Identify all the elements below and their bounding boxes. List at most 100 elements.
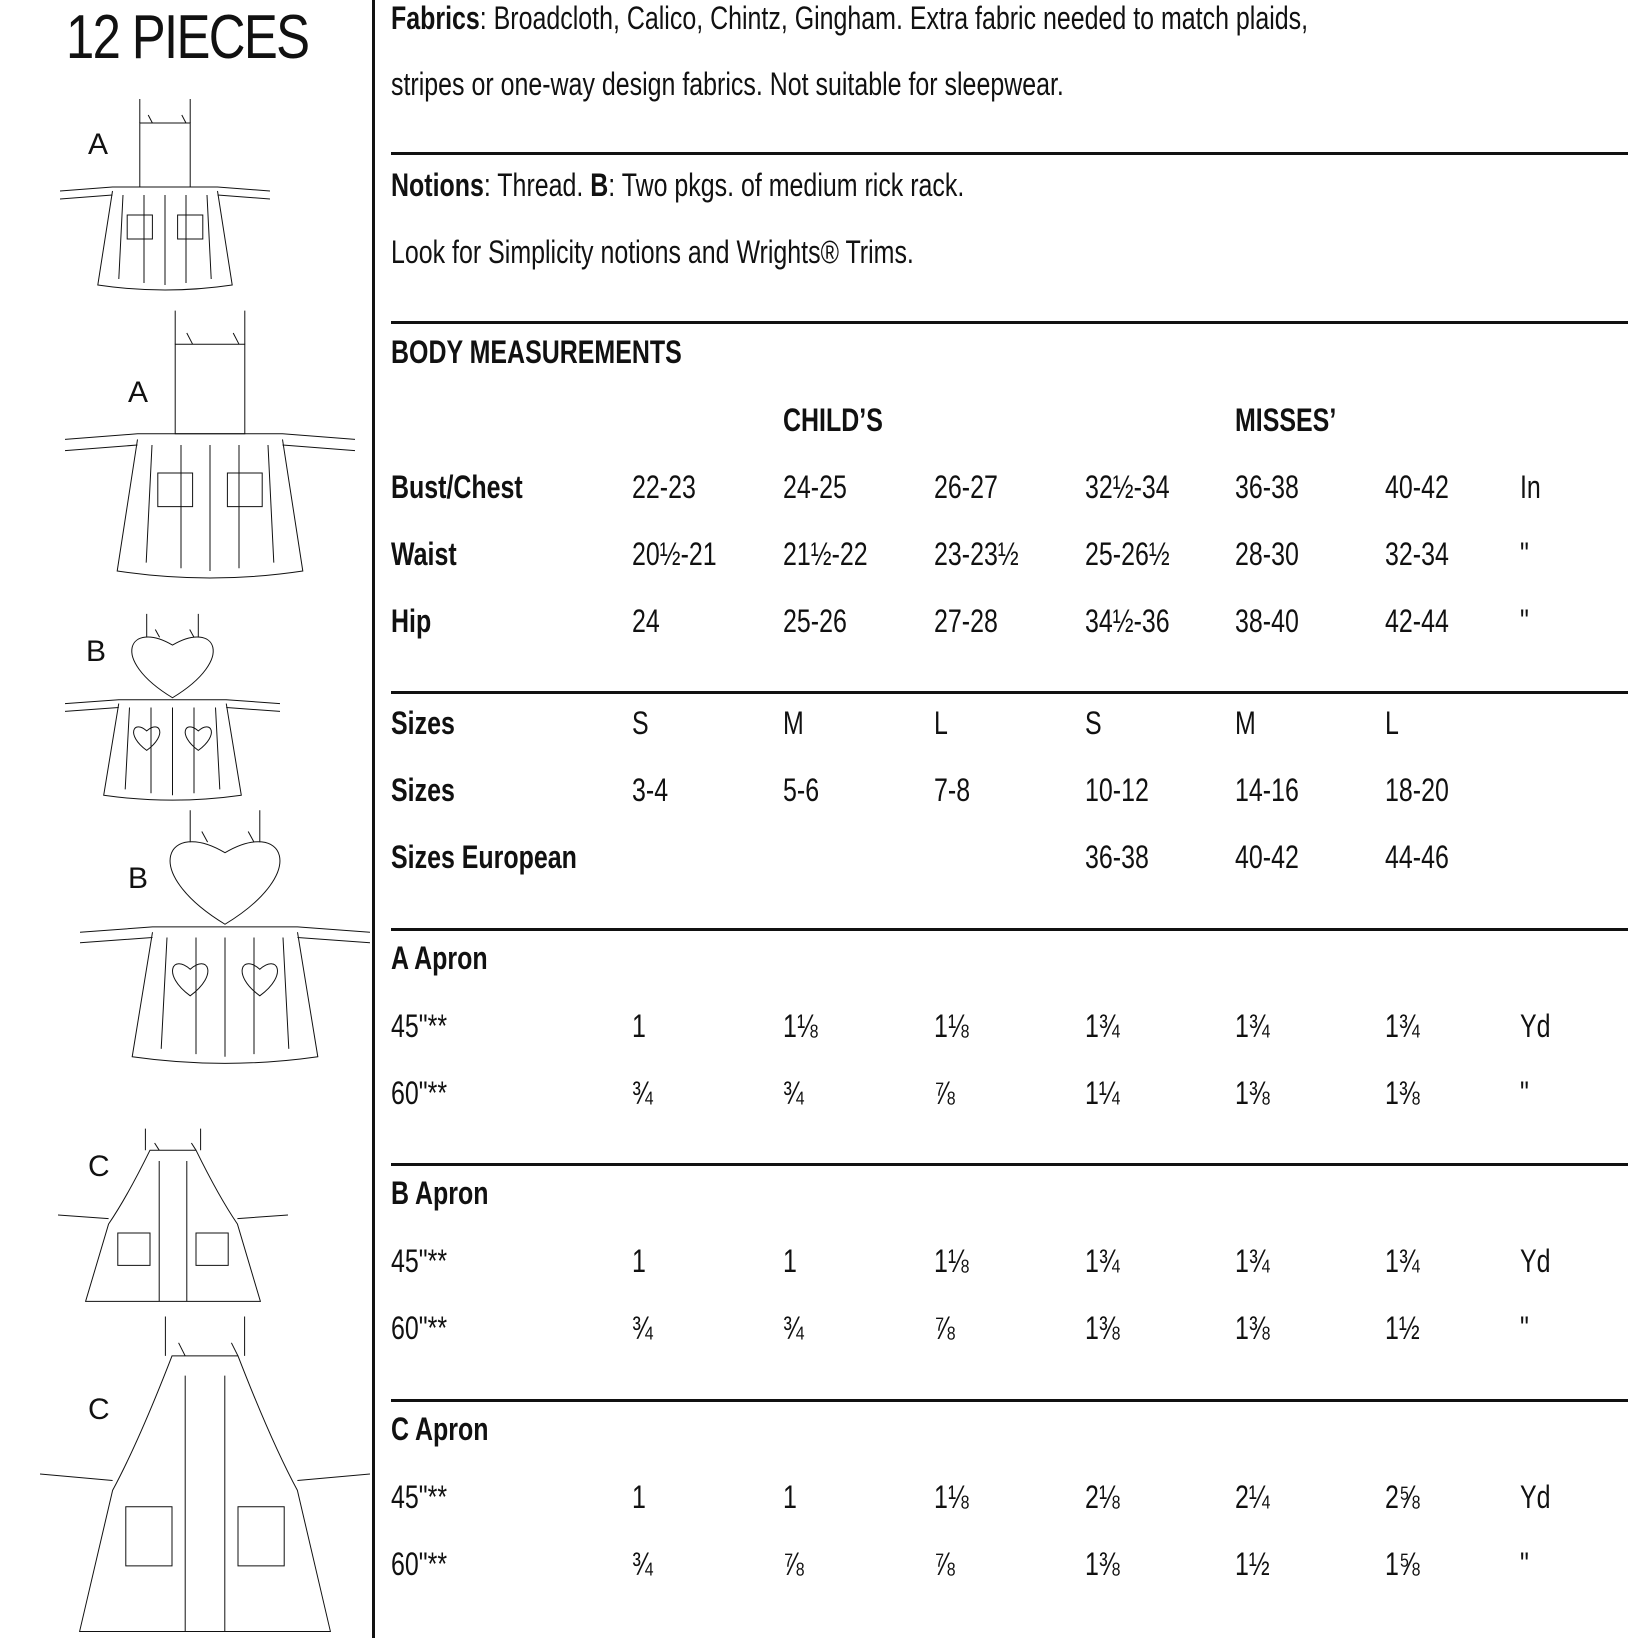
row-label: Hip (391, 603, 432, 639)
table-cell: L (934, 705, 948, 741)
table-cell: L (1385, 705, 1399, 741)
table-cell: 1⅛ (934, 1008, 969, 1044)
notions-text: : Thread. (483, 167, 591, 203)
view-label: B (86, 635, 107, 668)
view-label: A (88, 128, 109, 161)
table-cell: ¾ (783, 1075, 804, 1111)
table-cell: 1⅜ (1385, 1075, 1420, 1111)
unit-cell: Yd (1520, 1243, 1551, 1279)
divider (391, 152, 1628, 155)
table-cell: 28-30 (1235, 536, 1299, 572)
row-label: Sizes European (391, 839, 577, 875)
table-cell: 25-26 (783, 603, 847, 639)
table-cell: 7-8 (934, 772, 971, 808)
table-cell: 1⅛ (783, 1008, 818, 1044)
table-cell: M (1235, 705, 1256, 741)
row-label: Waist (391, 536, 457, 572)
table-cell: 20½-21 (632, 536, 717, 572)
apron-view-illustration (60, 95, 270, 295)
table-cell: 1¾ (1385, 1243, 1420, 1279)
table-cell: 10-12 (1085, 772, 1149, 808)
unit-cell: " (1520, 1310, 1529, 1346)
divider (391, 928, 1628, 931)
table-row: 60"** ¾ ⅞ ⅞ 1⅜ 1½ 1⅝ " (0, 1546, 1638, 1596)
view-label: C (88, 1393, 110, 1426)
fabrics-text: : Broadcloth, Calico, Chintz, Gingham. E… (479, 0, 1309, 36)
table-row: Bust/Chest 22-23 24-25 26-27 32½-34 36-38 40-4… (0, 469, 1638, 519)
table-cell: 23-23½ (934, 536, 1019, 572)
notions-line-1: Notions: Thread. B: Two pkgs. of medium … (391, 167, 964, 204)
table-cell: 36-38 (1235, 469, 1299, 505)
table-row: 45"** 1 1 1⅛ 2⅛ 2¼ 2⅝ Yd (0, 1479, 1638, 1529)
table-cell: 38-40 (1235, 603, 1299, 639)
table-row: 60"** ¾ ¾ ⅞ 1¼ 1⅜ 1⅜ " (0, 1075, 1638, 1125)
table-cell: 1⅛ (934, 1479, 969, 1515)
divider (391, 1163, 1628, 1166)
table-cell: ¾ (783, 1310, 804, 1346)
table-cell: 1¾ (1085, 1243, 1120, 1279)
table-cell: 24 (632, 603, 660, 639)
row-label: 60"** (391, 1075, 448, 1111)
table-cell: ⅞ (934, 1075, 955, 1111)
divider (391, 1399, 1628, 1402)
table-cell: 1 (632, 1243, 646, 1279)
table-cell: 2¼ (1235, 1479, 1270, 1515)
table-row: Waist 20½-21 21½-22 23-23½ 25-26½ 28-30 32-34 " (0, 536, 1638, 586)
table-cell: 3-4 (632, 772, 669, 808)
table-cell: 1¾ (1385, 1008, 1420, 1044)
table-cell: 42-44 (1385, 603, 1449, 639)
table-cell: 1 (783, 1479, 797, 1515)
yardage-section-title: B Apron (391, 1175, 489, 1211)
unit-cell: Yd (1520, 1479, 1551, 1515)
table-cell: 24-25 (783, 469, 847, 505)
table-cell: 1⅜ (1085, 1310, 1120, 1346)
table-cell: ¾ (632, 1310, 653, 1346)
notions-label: Notions (391, 167, 484, 203)
table-cell: 32½-34 (1085, 469, 1170, 505)
table-cell: 14-16 (1235, 772, 1299, 808)
table-row: Sizes S M L S M L (0, 705, 1638, 755)
pieces-count: 12 PIECES (66, 3, 310, 72)
table-cell: 1 (783, 1243, 797, 1279)
table-cell: 40-42 (1235, 839, 1299, 875)
unit-cell: Yd (1520, 1008, 1551, 1044)
row-label: Sizes (391, 705, 455, 741)
table-cell: 2⅝ (1385, 1479, 1420, 1515)
table-cell: 44-46 (1385, 839, 1449, 875)
row-label: 45"** (391, 1243, 448, 1279)
apron-view-illustration (65, 610, 280, 805)
table-cell: 1½ (1235, 1546, 1270, 1582)
body-measurements-title: BODY MEASUREMENTS (391, 334, 682, 370)
apron-view-illustration (80, 805, 370, 1070)
unit-cell: " (1520, 536, 1529, 572)
apron-view-illustration (65, 305, 355, 585)
fabrics-line-1: Fabrics: Broadcloth, Calico, Chintz, Gin… (391, 0, 1308, 37)
row-label: 60"** (391, 1546, 448, 1582)
table-row: 45"** 1 1⅛ 1⅛ 1¾ 1¾ 1¾ Yd (0, 1008, 1638, 1058)
table-cell: 1⅜ (1085, 1546, 1120, 1582)
table-cell: ⅞ (934, 1546, 955, 1582)
table-cell: 1⅜ (1235, 1075, 1270, 1111)
table-cell: 40-42 (1385, 469, 1449, 505)
table-cell: 34½-36 (1085, 603, 1170, 639)
apron-view-illustration (58, 1125, 288, 1305)
table-cell: 1⅛ (934, 1243, 969, 1279)
table-cell: 1⅝ (1385, 1546, 1420, 1582)
view-label: A (128, 376, 149, 409)
row-label: 45"** (391, 1008, 448, 1044)
view-label: B (128, 862, 149, 895)
divider (391, 691, 1628, 694)
fabrics-label: Fabrics (391, 0, 480, 36)
misses-group-header: MISSES’ (1235, 402, 1337, 438)
unit-cell: In (1520, 469, 1541, 505)
fabrics-line-2: stripes or one-way design fabrics. Not s… (391, 66, 1064, 102)
yardage-section-title: C Apron (391, 1411, 489, 1447)
table-row: 45"** 1 1 1⅛ 1¾ 1¾ 1¾ Yd (0, 1243, 1638, 1293)
table-cell: ⅞ (934, 1310, 955, 1346)
table-cell: 26-27 (934, 469, 998, 505)
table-cell: 5-6 (783, 772, 820, 808)
table-row: Sizes European 36-38 40-42 44-46 (0, 839, 1638, 889)
childs-group-header: CHILD’S (783, 402, 883, 438)
table-cell: ¾ (632, 1075, 653, 1111)
table-cell: 1½ (1385, 1310, 1420, 1346)
